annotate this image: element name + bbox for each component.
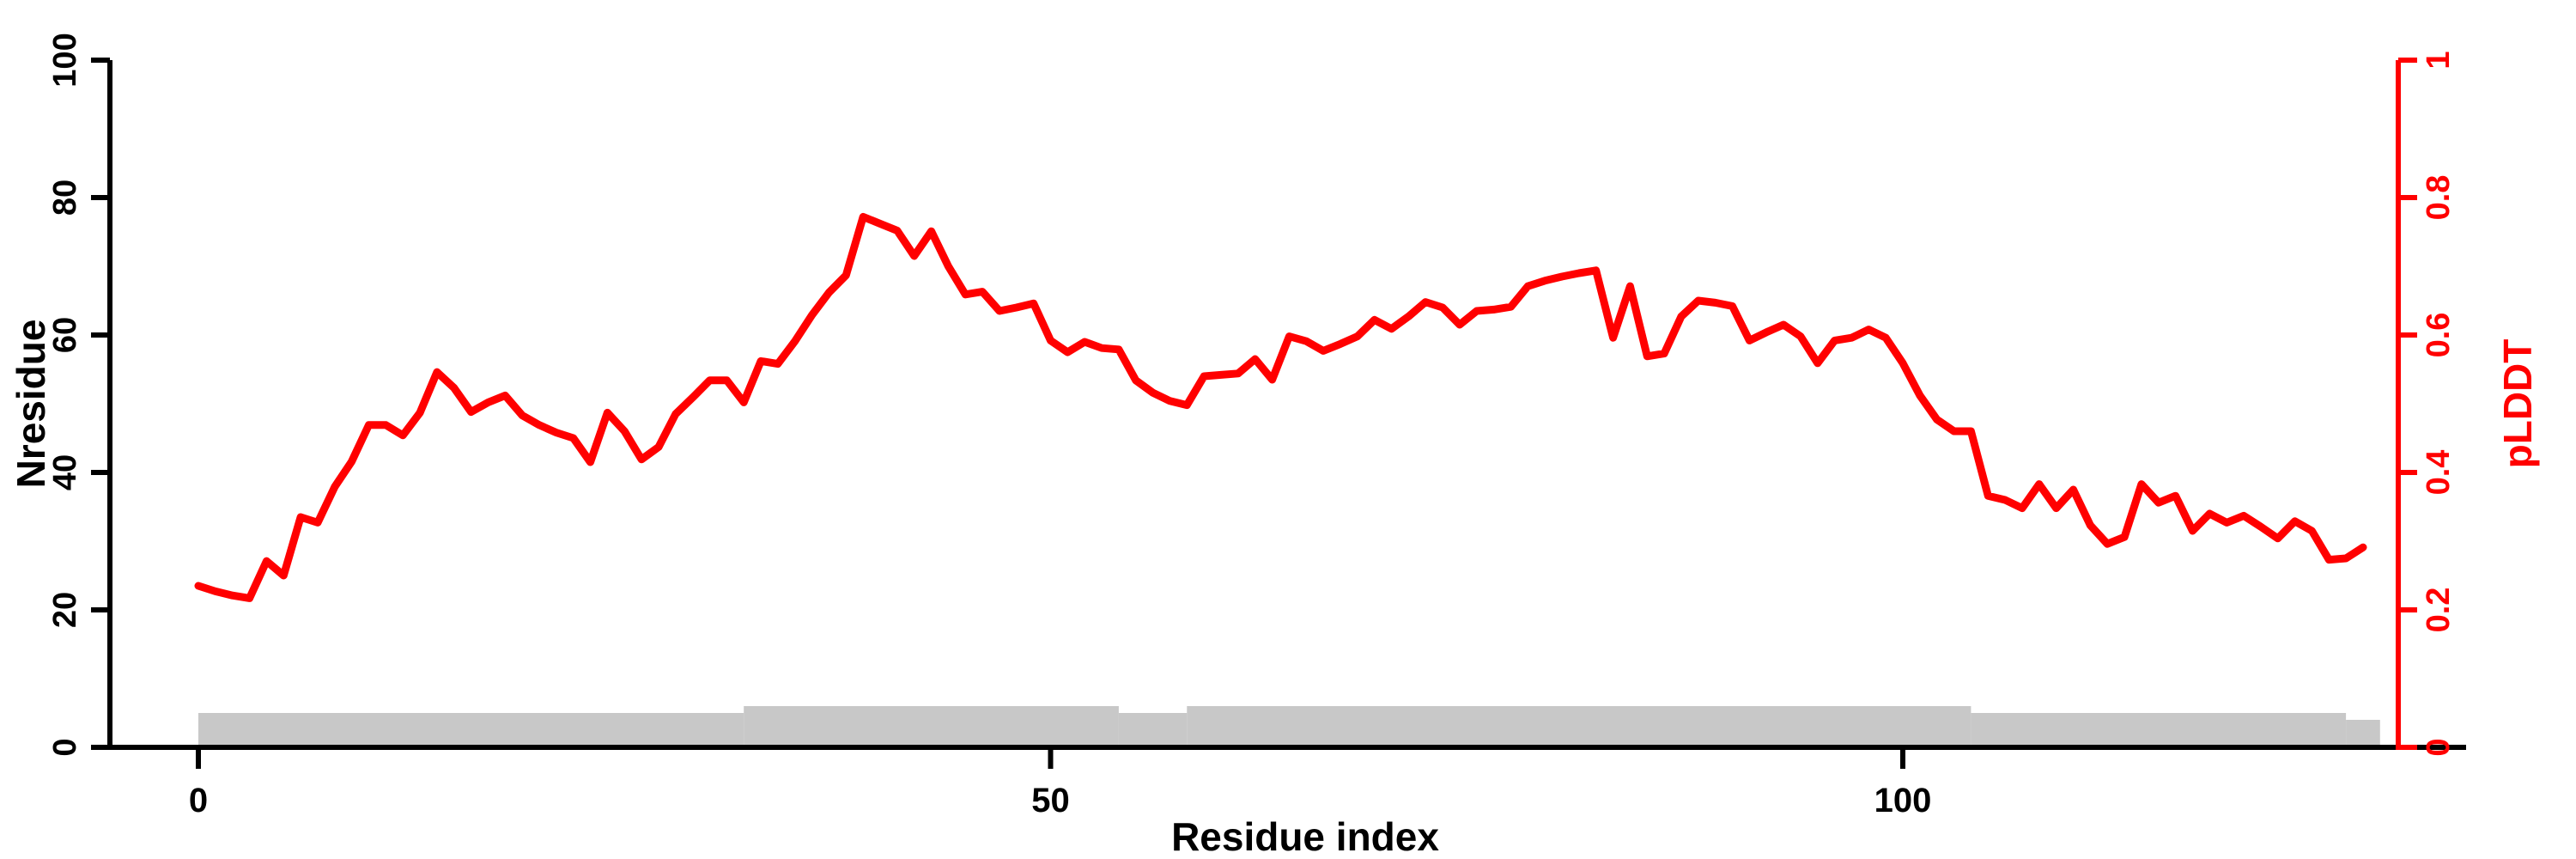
y-left-tick-label: 60 <box>47 317 83 353</box>
y-axis-title-right: pLDDT <box>2495 339 2540 469</box>
axes: 0 50 100 0 20 40 60 80 100 0 0.2 0.4 0.6 0.8 1 <box>47 33 2466 819</box>
y-left-tick-label: 80 <box>47 180 83 216</box>
x-tick-label: 0 <box>189 782 208 819</box>
y-right-tick-label: 0.4 <box>2421 450 2457 496</box>
plddt-curve-layer <box>194 212 2367 602</box>
nresidue-bar-segment <box>198 713 744 746</box>
x-tick-label: 100 <box>1874 782 1932 819</box>
nresidue-bar-segment <box>1118 713 1188 746</box>
x-tick-label: 50 <box>1031 782 1070 819</box>
y-right-tick-label: 0.2 <box>2421 588 2457 633</box>
y-left-tick-label: 40 <box>47 454 83 490</box>
y-axis-title-left: Nresidue <box>9 320 53 489</box>
y-right-tick-label: 0.6 <box>2421 313 2457 358</box>
plddt-curve <box>194 212 2367 602</box>
y-right-tick-label: 0 <box>2421 738 2457 756</box>
nresidue-bar-segment <box>2346 720 2380 746</box>
nresidue-bar-segment <box>744 706 1119 746</box>
nresidue-bars <box>198 706 2380 746</box>
y-right-tick-label: 0.8 <box>2421 175 2457 221</box>
y-left-tick-label: 100 <box>47 33 83 87</box>
y-left-tick-label: 20 <box>47 592 83 628</box>
y-left-tick-label: 0 <box>47 738 83 756</box>
x-axis-title: Residue index <box>1171 814 1439 859</box>
y-right-tick-label: 1 <box>2421 51 2457 69</box>
nresidue-bar-segment <box>1187 706 1971 746</box>
nresidue-bar-segment <box>1971 713 2347 746</box>
